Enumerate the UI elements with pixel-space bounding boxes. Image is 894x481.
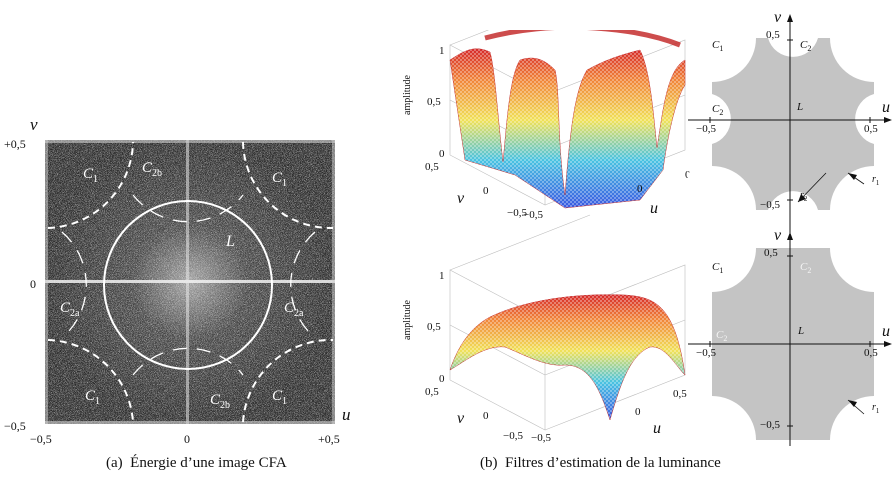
v-tick-top-1: 0,5 <box>425 161 439 173</box>
axis-u-bottom3d: u <box>653 420 661 437</box>
axis-v-bottom3d: v <box>457 410 465 427</box>
support-top-label-c1: C1 <box>712 39 723 53</box>
support-top-tick-v-top: 0,5 <box>766 29 780 41</box>
support-bottom-axis-u: u <box>882 323 890 340</box>
c1-arc-top-left <box>47 141 134 229</box>
cfa-energy-image <box>45 140 335 424</box>
v-tick-bottom-3: −0,5 <box>531 432 551 444</box>
support-top-tick-u-left: −0,5 <box>696 123 716 135</box>
v-tick-bottom-2: 0 <box>483 410 489 422</box>
label-c1-top-left: C1 <box>83 166 98 185</box>
support-bottom-tick-u-right: 0,5 <box>864 347 878 359</box>
label-c1-bottom-left: C1 <box>85 388 100 407</box>
label-c2a-right: C2a <box>284 300 304 319</box>
z-tick-top-2: 0,5 <box>427 96 441 108</box>
support-top-axis-v: v <box>774 9 782 26</box>
tick-v-mid: 0 <box>30 277 36 291</box>
c1-arc-bottom-left <box>47 339 134 423</box>
surface-plot-bottom: amplitude 1 0,5 0 0,5 0 −0,5 −0,5 0 0,5 … <box>402 214 687 444</box>
label-c1-bottom-right: C1 <box>272 388 287 407</box>
support-top-tick-v-bottom: −0,5 <box>760 199 780 211</box>
label-c2a-left: C2a <box>60 300 80 319</box>
surface-plot-top: amplitude 1 0,5 0 0,5 0 −0,5 −0,5 0 0,5 … <box>402 30 695 221</box>
luminance-circle <box>103 200 273 370</box>
support-bottom-label-c2-left: C2 <box>716 329 727 343</box>
c2b-arc-top <box>132 194 244 223</box>
z-tick-top-3: 0 <box>439 148 445 160</box>
c2a-arc-right <box>290 231 316 339</box>
support-bottom-axis-v: v <box>774 227 782 244</box>
z-tick-bottom-3: 0 <box>439 373 445 385</box>
label-luminance: L <box>225 233 235 250</box>
z-tick-top-1: 1 <box>439 45 445 57</box>
support-top-tick-u-right: 0,5 <box>864 123 878 135</box>
support-bottom-label-r1: r1 <box>872 402 880 415</box>
tick-u-mid: 0 <box>184 432 190 446</box>
support-top-label-c2-top: C2 <box>800 39 811 53</box>
tick-u-right: +0,5 <box>318 432 340 446</box>
zlabel-top: amplitude <box>402 74 413 115</box>
support-top-label-r1: r1 <box>872 174 880 187</box>
support-top-shape <box>712 38 874 210</box>
zlabel-bottom: amplitude <box>402 299 413 340</box>
v-tick-bottom-1: 0,5 <box>425 386 439 398</box>
u-tick-bottom-2: 0 <box>635 406 641 418</box>
axis-u-top3d: u <box>650 200 658 217</box>
support-top-label-c2-left: C2 <box>712 103 723 117</box>
axis-u-label: u <box>342 405 351 424</box>
axis-v-top3d: v <box>457 190 465 207</box>
tick-v-top: +0,5 <box>4 137 26 151</box>
tick-v-bottom: −0,5 <box>4 419 26 433</box>
z-tick-bottom-1: 1 <box>439 270 445 282</box>
caption-a: (a) Énergie d’une image CFA <box>106 455 287 471</box>
c2a-arc-left <box>61 231 87 339</box>
label-c1-top-right: C1 <box>272 170 287 189</box>
z-tick-bottom-2: 0,5 <box>427 321 441 333</box>
support-bottom-tick-u-left: −0,5 <box>696 347 716 359</box>
c1-arc-bottom-right <box>242 338 334 423</box>
c2b-arc-bottom <box>132 347 244 376</box>
support-bottom-label-l: L <box>797 325 804 337</box>
support-top-axis-u: u <box>882 99 890 116</box>
support-top-label-l: L <box>796 101 803 113</box>
c1-arc-top-right <box>242 141 334 230</box>
support-bottom-tick-v-bottom: −0,5 <box>760 419 780 431</box>
label-c2b-top: C2b <box>142 160 162 179</box>
label-c2b-bottom: C2b <box>210 392 230 411</box>
axis-v-label: v <box>30 115 38 134</box>
support-bottom: v 0,5 −0,5 −0,5 0,5 u L C1 C2 C2 r1 <box>688 204 894 448</box>
tick-u-left: −0,5 <box>30 432 52 446</box>
region-overlays <box>47 141 334 423</box>
u-tick-bottom-1: −0,5 <box>503 430 523 442</box>
support-bottom-label-c1: C1 <box>712 261 723 275</box>
u-tick-top-1: −0,5 <box>507 207 527 219</box>
u-tick-bottom-3: 0,5 <box>673 388 687 400</box>
v-tick-top-2: 0 <box>483 185 489 197</box>
v-tick-top-3: −0,5 <box>523 209 543 221</box>
u-tick-top-2: 0 <box>637 183 643 195</box>
caption-b: (b) Filtres d’estimation de la luminance <box>480 455 721 471</box>
support-top-label-r2: r2 <box>800 190 808 203</box>
support-bottom-tick-v-top: 0,5 <box>764 247 778 259</box>
panel-b-supports: v 0,5 −0,5 −0,5 0,5 u L C1 C2 C2 r2 r1 <box>688 8 894 448</box>
panel-a: C1 C1 C1 C1 C2b C2b C2a C2a L v +0,5 0 −… <box>4 115 351 446</box>
support-bottom-label-c2-top: C2 <box>800 261 811 275</box>
panel-b-surfaces: amplitude 1 0,5 0 0,5 0 −0,5 −0,5 0 0,5 … <box>402 30 695 444</box>
